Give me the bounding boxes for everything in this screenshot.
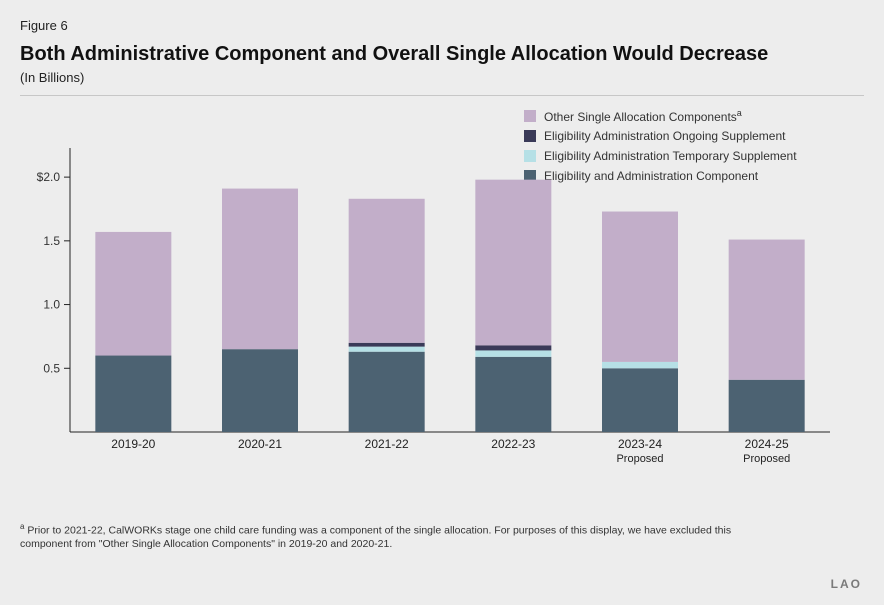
bar-segment xyxy=(222,189,298,350)
y-tick-label: 1.5 xyxy=(43,234,60,248)
bar-group: 2024-25 Proposed xyxy=(729,240,805,465)
bar-segment xyxy=(95,356,171,432)
bar-segment xyxy=(475,357,551,432)
x-tick-sublabel: Proposed xyxy=(616,453,663,465)
footnote-marker: a xyxy=(20,522,24,531)
x-tick-label: 2019-20 xyxy=(111,437,155,451)
logo: LAO xyxy=(831,577,862,591)
x-tick-label: 2021-22 xyxy=(365,437,409,451)
divider xyxy=(20,95,864,96)
legend-swatch xyxy=(524,130,536,142)
y-tick-label: 0.5 xyxy=(43,361,60,375)
chart-title: Both Administrative Component and Overal… xyxy=(20,43,864,66)
bar-segment xyxy=(602,368,678,432)
chart-subtitle: (In Billions) xyxy=(20,70,864,85)
legend-item: Other Single Allocation Componentsa xyxy=(524,106,824,126)
footnote-text: Prior to 2021-22, CalWORKs stage one chi… xyxy=(20,525,731,551)
y-tick-label: 1.0 xyxy=(43,298,60,312)
bar-group: 2022-23 xyxy=(475,180,551,451)
bar-group: 2021-22 xyxy=(349,199,425,451)
bar-group: 2023-24 Proposed xyxy=(602,212,678,465)
chart-area: Other Single Allocation Componentsa Eligi… xyxy=(20,102,864,502)
bar-segment xyxy=(349,199,425,343)
logo-text: LAO xyxy=(831,577,862,591)
legend-label: Eligibility Administration Ongoing Suppl… xyxy=(544,129,785,143)
bar-segment xyxy=(475,180,551,346)
bar-segment xyxy=(602,212,678,362)
x-tick-label: 2020-21 xyxy=(238,437,282,451)
x-tick-label: 2023-24 xyxy=(618,437,662,451)
bar-segment xyxy=(729,380,805,432)
y-tick-label: $2.0 xyxy=(37,170,61,184)
legend-label: Other Single Allocation Componentsa xyxy=(544,108,742,124)
bar-segment xyxy=(349,343,425,347)
plot: 0.51.01.5$2.02019-202020-212021-222022-2… xyxy=(70,142,830,452)
bar-segment xyxy=(95,232,171,356)
bar-segment xyxy=(602,362,678,368)
bar-segment xyxy=(349,352,425,432)
x-tick-label: 2022-23 xyxy=(491,437,535,451)
bar-group: 2019-20 xyxy=(95,232,171,451)
x-tick-label: 2024-25 xyxy=(745,437,789,451)
plot-svg: 0.51.01.5$2.02019-202020-212021-222022-2… xyxy=(70,142,830,452)
bar-segment xyxy=(349,347,425,352)
bar-segment xyxy=(729,240,805,380)
figure-label: Figure 6 xyxy=(20,18,864,33)
bar-segment xyxy=(475,350,551,356)
legend-swatch xyxy=(524,110,536,122)
footnote: a Prior to 2021-22, CalWORKs stage one c… xyxy=(20,522,780,552)
bar-segment xyxy=(222,349,298,432)
bar-group: 2020-21 xyxy=(222,189,298,451)
bar-segment xyxy=(475,345,551,350)
x-tick-sublabel: Proposed xyxy=(743,453,790,465)
